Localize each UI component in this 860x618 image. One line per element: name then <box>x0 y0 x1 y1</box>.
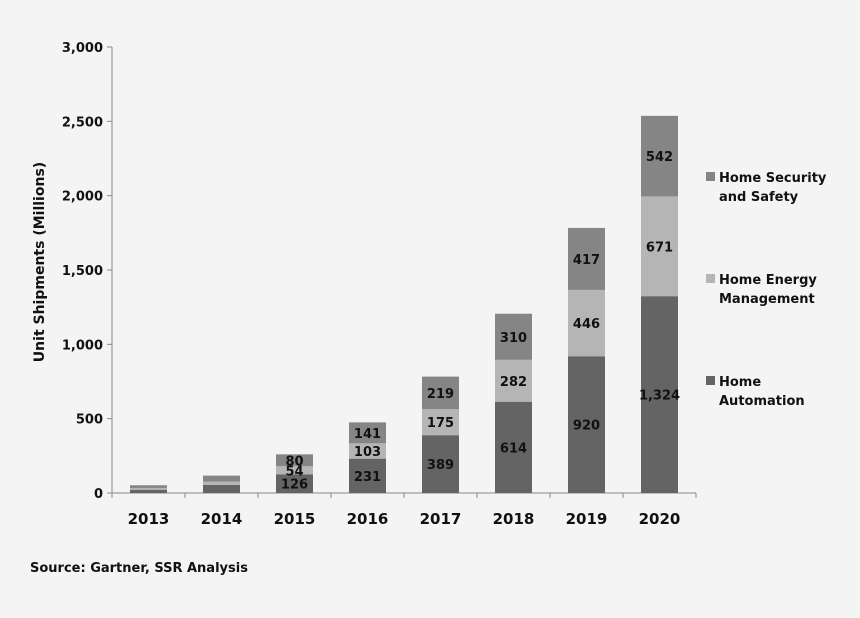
bar-segment <box>203 475 240 482</box>
y-tick-label: 3,000 <box>62 41 103 56</box>
bar-segment <box>349 458 386 493</box>
y-axis-label: Unit Shipments (Millions) <box>32 162 48 362</box>
data-label: 231 <box>354 470 381 485</box>
bar-segment <box>349 443 386 459</box>
x-tick-label: 2013 <box>128 510 170 528</box>
legend-label: Home <box>719 375 761 390</box>
data-label: 103 <box>354 445 381 460</box>
data-label: 54 <box>285 464 303 479</box>
bar-segment <box>641 196 678 297</box>
bars <box>130 115 678 493</box>
bar-segment <box>641 115 678 197</box>
y-tick-label: 500 <box>76 413 103 428</box>
data-label: 219 <box>427 387 454 402</box>
data-label: 175 <box>427 416 454 431</box>
bar-segment <box>276 466 313 475</box>
bar-segment <box>349 422 386 444</box>
bar-segment <box>203 481 240 485</box>
legend-label: and Safety <box>719 190 799 205</box>
bar-segment <box>568 289 605 357</box>
bar-segment <box>130 487 167 490</box>
bar-segment <box>422 409 459 436</box>
legend-label: Home Security <box>719 171 827 186</box>
data-label: 446 <box>573 317 600 332</box>
bar-segment <box>495 401 532 493</box>
x-tick-label: 2020 <box>639 510 681 528</box>
legend-swatch <box>706 376 715 385</box>
bar-segment <box>422 376 459 410</box>
bar-segment <box>276 474 313 493</box>
y-tick-label: 2,000 <box>62 190 103 205</box>
bar-segment <box>130 489 167 493</box>
data-label: 417 <box>573 253 600 268</box>
y-tick-label: 0 <box>94 487 103 502</box>
x-tick-label: 2017 <box>420 510 462 528</box>
data-label: 282 <box>500 375 527 390</box>
bar-segment <box>568 356 605 493</box>
data-label: 614 <box>500 441 527 456</box>
legend-label: Management <box>719 292 815 307</box>
data-label: 310 <box>500 331 527 346</box>
bar-segment <box>130 485 167 488</box>
data-label: 671 <box>646 240 673 255</box>
legend: Home Security and Safety Home Energy Manage… <box>706 171 827 409</box>
x-tick-label: 2018 <box>493 510 535 528</box>
bar-segment <box>203 484 240 493</box>
bar-segment <box>568 227 605 290</box>
data-label: 80 <box>285 454 303 469</box>
bar-segment <box>495 313 532 360</box>
legend-swatch <box>706 172 715 181</box>
legend-swatch <box>706 274 715 283</box>
x-tick-label: 2014 <box>201 510 243 528</box>
bar-segment <box>641 296 678 493</box>
data-label: 126 <box>281 478 308 493</box>
x-tick-label: 2015 <box>274 510 316 528</box>
data-label: 141 <box>354 427 381 442</box>
y-tick-label: 1,500 <box>62 264 103 279</box>
bar-segment <box>495 359 532 402</box>
data-label: 389 <box>427 458 454 473</box>
x-tick-label: 2019 <box>566 510 608 528</box>
legend-label: Automation <box>719 394 805 409</box>
data-label: 542 <box>646 150 673 165</box>
data-label: 1,324 <box>639 389 680 404</box>
x-tick-label: 2016 <box>347 510 389 528</box>
data-label: 920 <box>573 419 600 434</box>
legend-label: Home Energy <box>719 273 817 288</box>
source-note: Source: Gartner, SSR Analysis <box>30 561 248 576</box>
axes: 0 500 1,000 1,500 2,000 2,500 3,000 2013 2014 201… <box>62 41 697 528</box>
bar-segment <box>422 435 459 493</box>
bar-segment <box>276 454 313 467</box>
y-tick-label: 2,500 <box>62 115 103 130</box>
y-tick-label: 1,000 <box>62 338 103 353</box>
